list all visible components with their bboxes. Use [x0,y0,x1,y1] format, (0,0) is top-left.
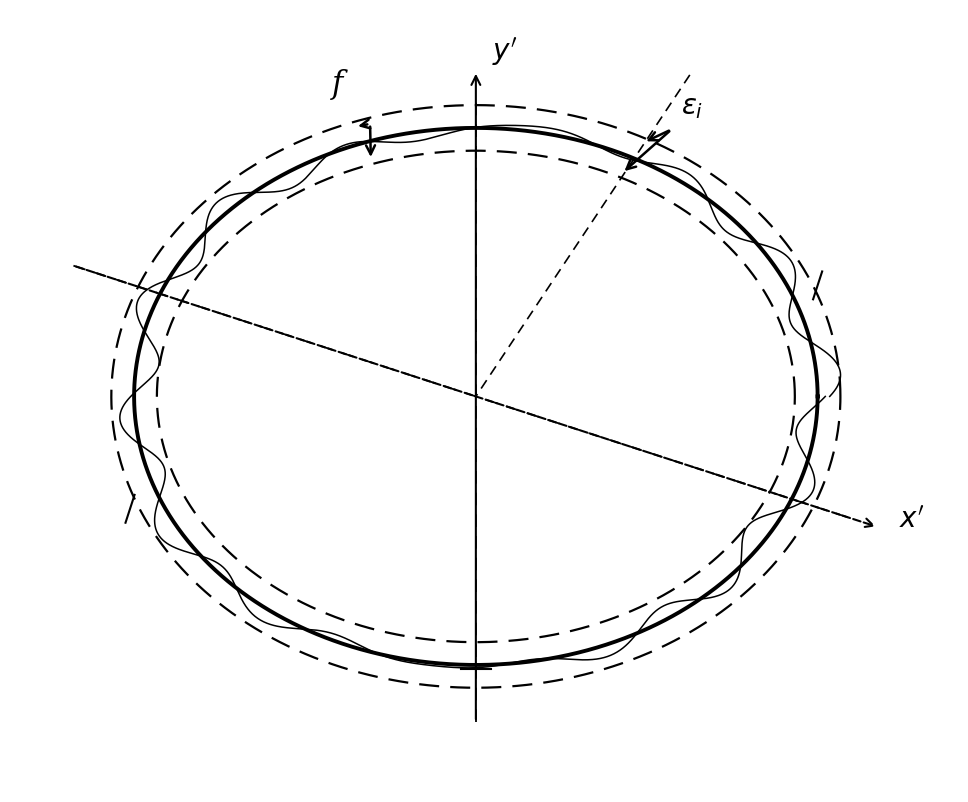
Text: f: f [332,68,343,99]
Text: $\varepsilon_i$: $\varepsilon_i$ [681,94,703,121]
Text: $y'$: $y'$ [492,35,518,68]
Text: $x'$: $x'$ [898,506,924,533]
